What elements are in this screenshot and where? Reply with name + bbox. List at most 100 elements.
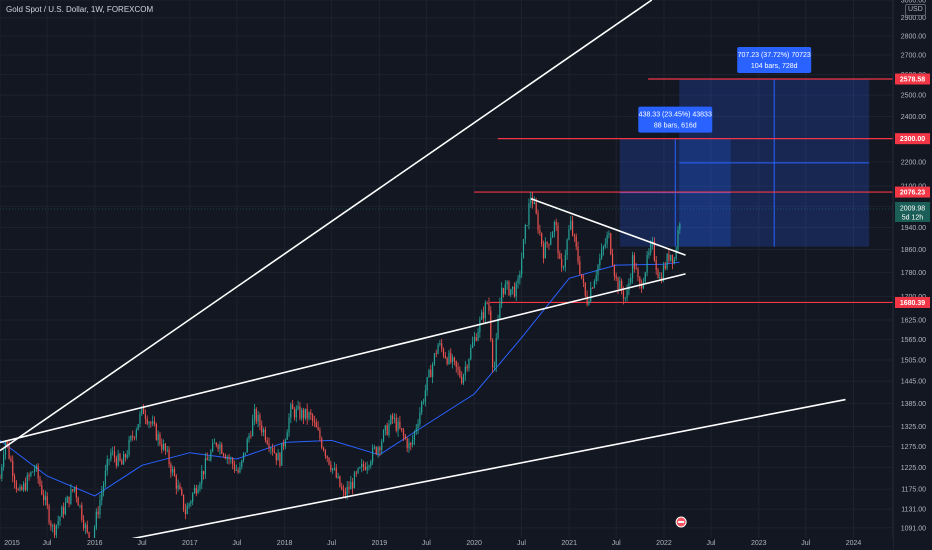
candle xyxy=(626,284,628,302)
price-tick-label: 2500.00 xyxy=(901,93,926,100)
candle xyxy=(386,422,388,436)
candle-body xyxy=(422,401,425,403)
candle xyxy=(213,438,216,444)
candle xyxy=(244,452,246,456)
candle xyxy=(408,438,410,453)
candle-body xyxy=(673,259,675,264)
candle xyxy=(459,366,461,379)
time-tick-label: Jul xyxy=(43,540,52,547)
candle xyxy=(50,520,52,531)
candle-body xyxy=(426,377,428,391)
candle xyxy=(677,225,679,254)
candle xyxy=(364,462,366,471)
candle-body xyxy=(341,486,343,490)
candle-body xyxy=(73,487,76,491)
candle-body xyxy=(117,453,119,466)
candle xyxy=(208,456,210,461)
trendline-upper-diagonal xyxy=(0,0,653,452)
horizontal-levels[interactable] xyxy=(474,78,893,304)
price-tick-label: 1780.00 xyxy=(901,270,926,277)
candle xyxy=(166,445,168,453)
candle xyxy=(179,482,181,490)
time-tick-label: Jul xyxy=(138,540,147,547)
candle-body xyxy=(304,408,306,419)
time-tick-label: 2017 xyxy=(182,540,198,547)
symbol-title[interactable]: Gold Spot / U.S. Dollar, 1W, FOREXCOM xyxy=(6,5,154,14)
candle xyxy=(670,254,672,262)
candle-body xyxy=(239,466,241,473)
candle xyxy=(68,496,70,508)
candle-body xyxy=(417,423,419,429)
candle xyxy=(204,452,206,479)
candle-body xyxy=(530,197,532,204)
candle xyxy=(259,412,261,431)
candle xyxy=(502,287,505,298)
candle xyxy=(64,497,67,516)
candle xyxy=(490,306,492,342)
candle xyxy=(326,455,328,463)
candle xyxy=(239,462,241,474)
candle-body xyxy=(321,438,323,448)
candle-body xyxy=(261,425,263,433)
candle-body xyxy=(315,422,317,428)
candle-body xyxy=(344,491,346,496)
candle-body xyxy=(575,235,577,247)
candle-body xyxy=(137,424,139,431)
candle-body xyxy=(499,303,501,320)
candle-body xyxy=(35,465,37,470)
candle-body xyxy=(39,478,41,486)
candle-body xyxy=(404,435,406,439)
currency-badge[interactable]: USD xyxy=(905,4,926,16)
candle-body xyxy=(326,455,328,458)
candle xyxy=(53,523,56,539)
time-axis[interactable]: 2015 Jul 2016 Jul 2017 Jul 2018 Jul 2019 Jul 2020 J… xyxy=(0,538,893,550)
candle xyxy=(222,452,225,458)
candle-body xyxy=(41,485,43,495)
candle xyxy=(12,455,14,483)
level-badge-label: 1680.39 xyxy=(900,300,925,307)
candle-body xyxy=(490,310,492,340)
candle xyxy=(339,475,341,488)
candle-body xyxy=(346,486,348,496)
candle-body xyxy=(601,249,603,259)
candle-body xyxy=(662,265,665,282)
candle-body xyxy=(166,449,168,451)
candle xyxy=(582,274,585,288)
candle-body xyxy=(641,284,643,289)
measurement-boxes[interactable] xyxy=(619,78,870,247)
candle-body xyxy=(15,482,17,490)
candle-body xyxy=(279,453,281,466)
event-marker[interactable] xyxy=(675,516,687,528)
candle xyxy=(392,412,394,424)
candle xyxy=(415,423,417,435)
candle-body xyxy=(103,484,105,492)
candle-body xyxy=(544,242,546,259)
candle xyxy=(399,415,401,430)
candle xyxy=(424,384,426,407)
candle-body xyxy=(112,451,114,453)
level-price-badge: 1680.39 xyxy=(895,296,930,308)
candle xyxy=(342,484,345,498)
candle xyxy=(290,402,292,424)
candle xyxy=(301,407,303,421)
candle-body xyxy=(430,369,432,378)
candle-body xyxy=(208,460,210,461)
candle-body xyxy=(448,352,450,364)
candle xyxy=(464,361,466,381)
trendlines[interactable] xyxy=(0,0,846,544)
candle xyxy=(604,237,606,249)
candle xyxy=(52,523,54,533)
candle-body xyxy=(32,471,34,473)
candle xyxy=(497,314,499,340)
candle-body xyxy=(184,509,187,515)
candle-body xyxy=(130,436,132,440)
candle xyxy=(317,421,319,431)
candle-body xyxy=(646,255,648,273)
candle xyxy=(599,253,601,270)
candle xyxy=(537,209,539,234)
candle-body xyxy=(619,280,621,290)
candle xyxy=(353,470,356,489)
candle xyxy=(668,248,670,264)
